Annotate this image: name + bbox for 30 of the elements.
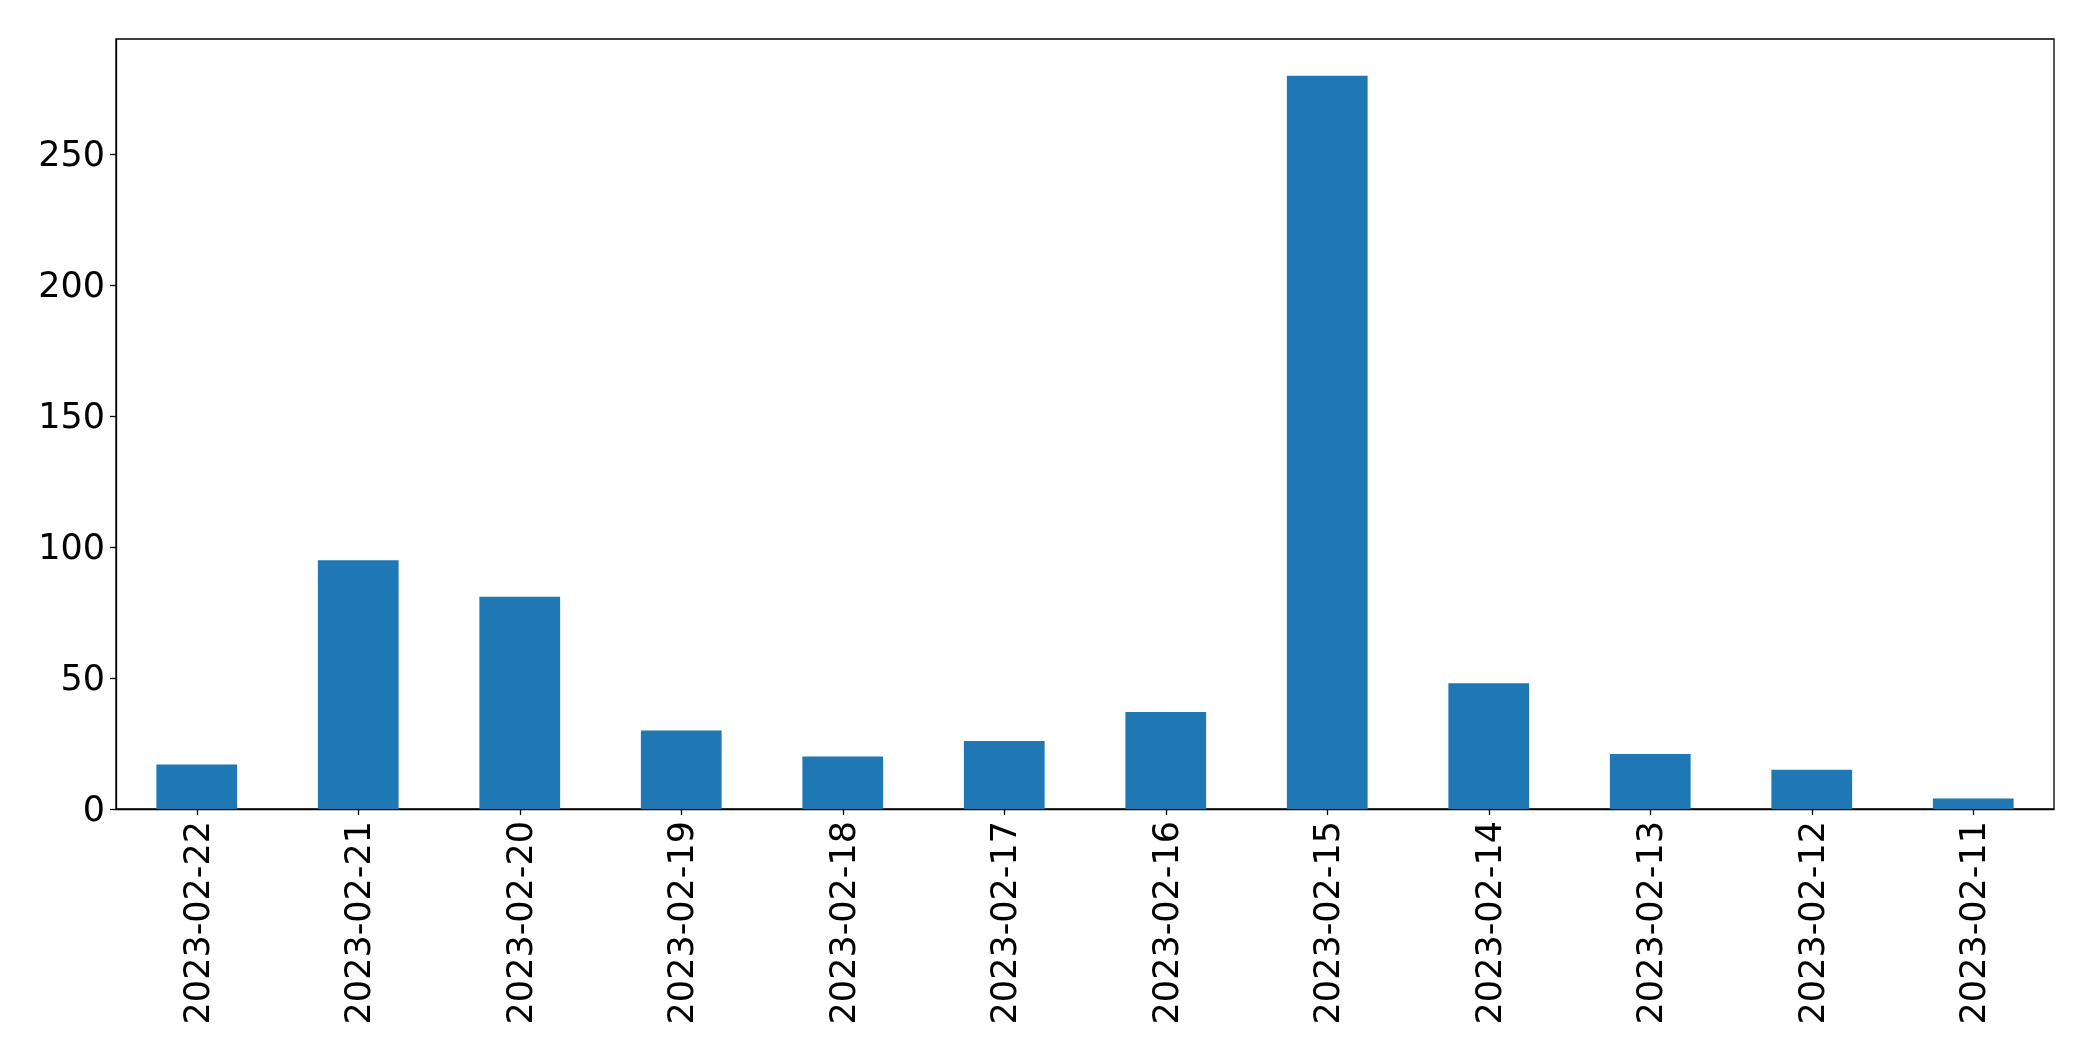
bar — [802, 756, 884, 809]
y-tick-label: 200 — [38, 265, 105, 306]
bar — [1448, 683, 1530, 809]
y-tick-label: 50 — [60, 658, 105, 699]
bar — [1609, 754, 1691, 809]
x-tick-label: 2023-02-22 — [176, 821, 217, 1025]
x-tick-label: 2023-02-11 — [1953, 821, 1994, 1025]
bar — [1125, 712, 1207, 809]
bar — [1286, 75, 1368, 809]
bar — [1771, 769, 1853, 809]
x-tick-label: 2023-02-15 — [1307, 821, 1348, 1025]
x-tick-label: 2023-02-12 — [1791, 821, 1832, 1025]
x-tick-label: 2023-02-13 — [1630, 821, 1671, 1025]
bar — [317, 560, 399, 809]
bar — [1932, 798, 2014, 809]
y-tick-label: 0 — [82, 789, 105, 829]
bar — [963, 740, 1045, 809]
y-tick-label: 100 — [38, 527, 105, 568]
x-tick-label: 2023-02-14 — [1468, 821, 1509, 1025]
x-tick-label: 2023-02-20 — [499, 821, 540, 1025]
bar — [479, 596, 561, 809]
x-tick-label: 2023-02-19 — [661, 821, 702, 1025]
x-tick-label: 2023-02-17 — [984, 821, 1025, 1025]
x-tick-label: 2023-02-16 — [1145, 821, 1186, 1025]
bar — [156, 764, 238, 809]
y-tick-label: 250 — [38, 134, 105, 175]
y-tick-label: 150 — [38, 396, 105, 437]
bar — [640, 730, 722, 809]
x-tick-label: 2023-02-21 — [338, 821, 379, 1025]
x-tick-label: 2023-02-18 — [822, 821, 863, 1025]
